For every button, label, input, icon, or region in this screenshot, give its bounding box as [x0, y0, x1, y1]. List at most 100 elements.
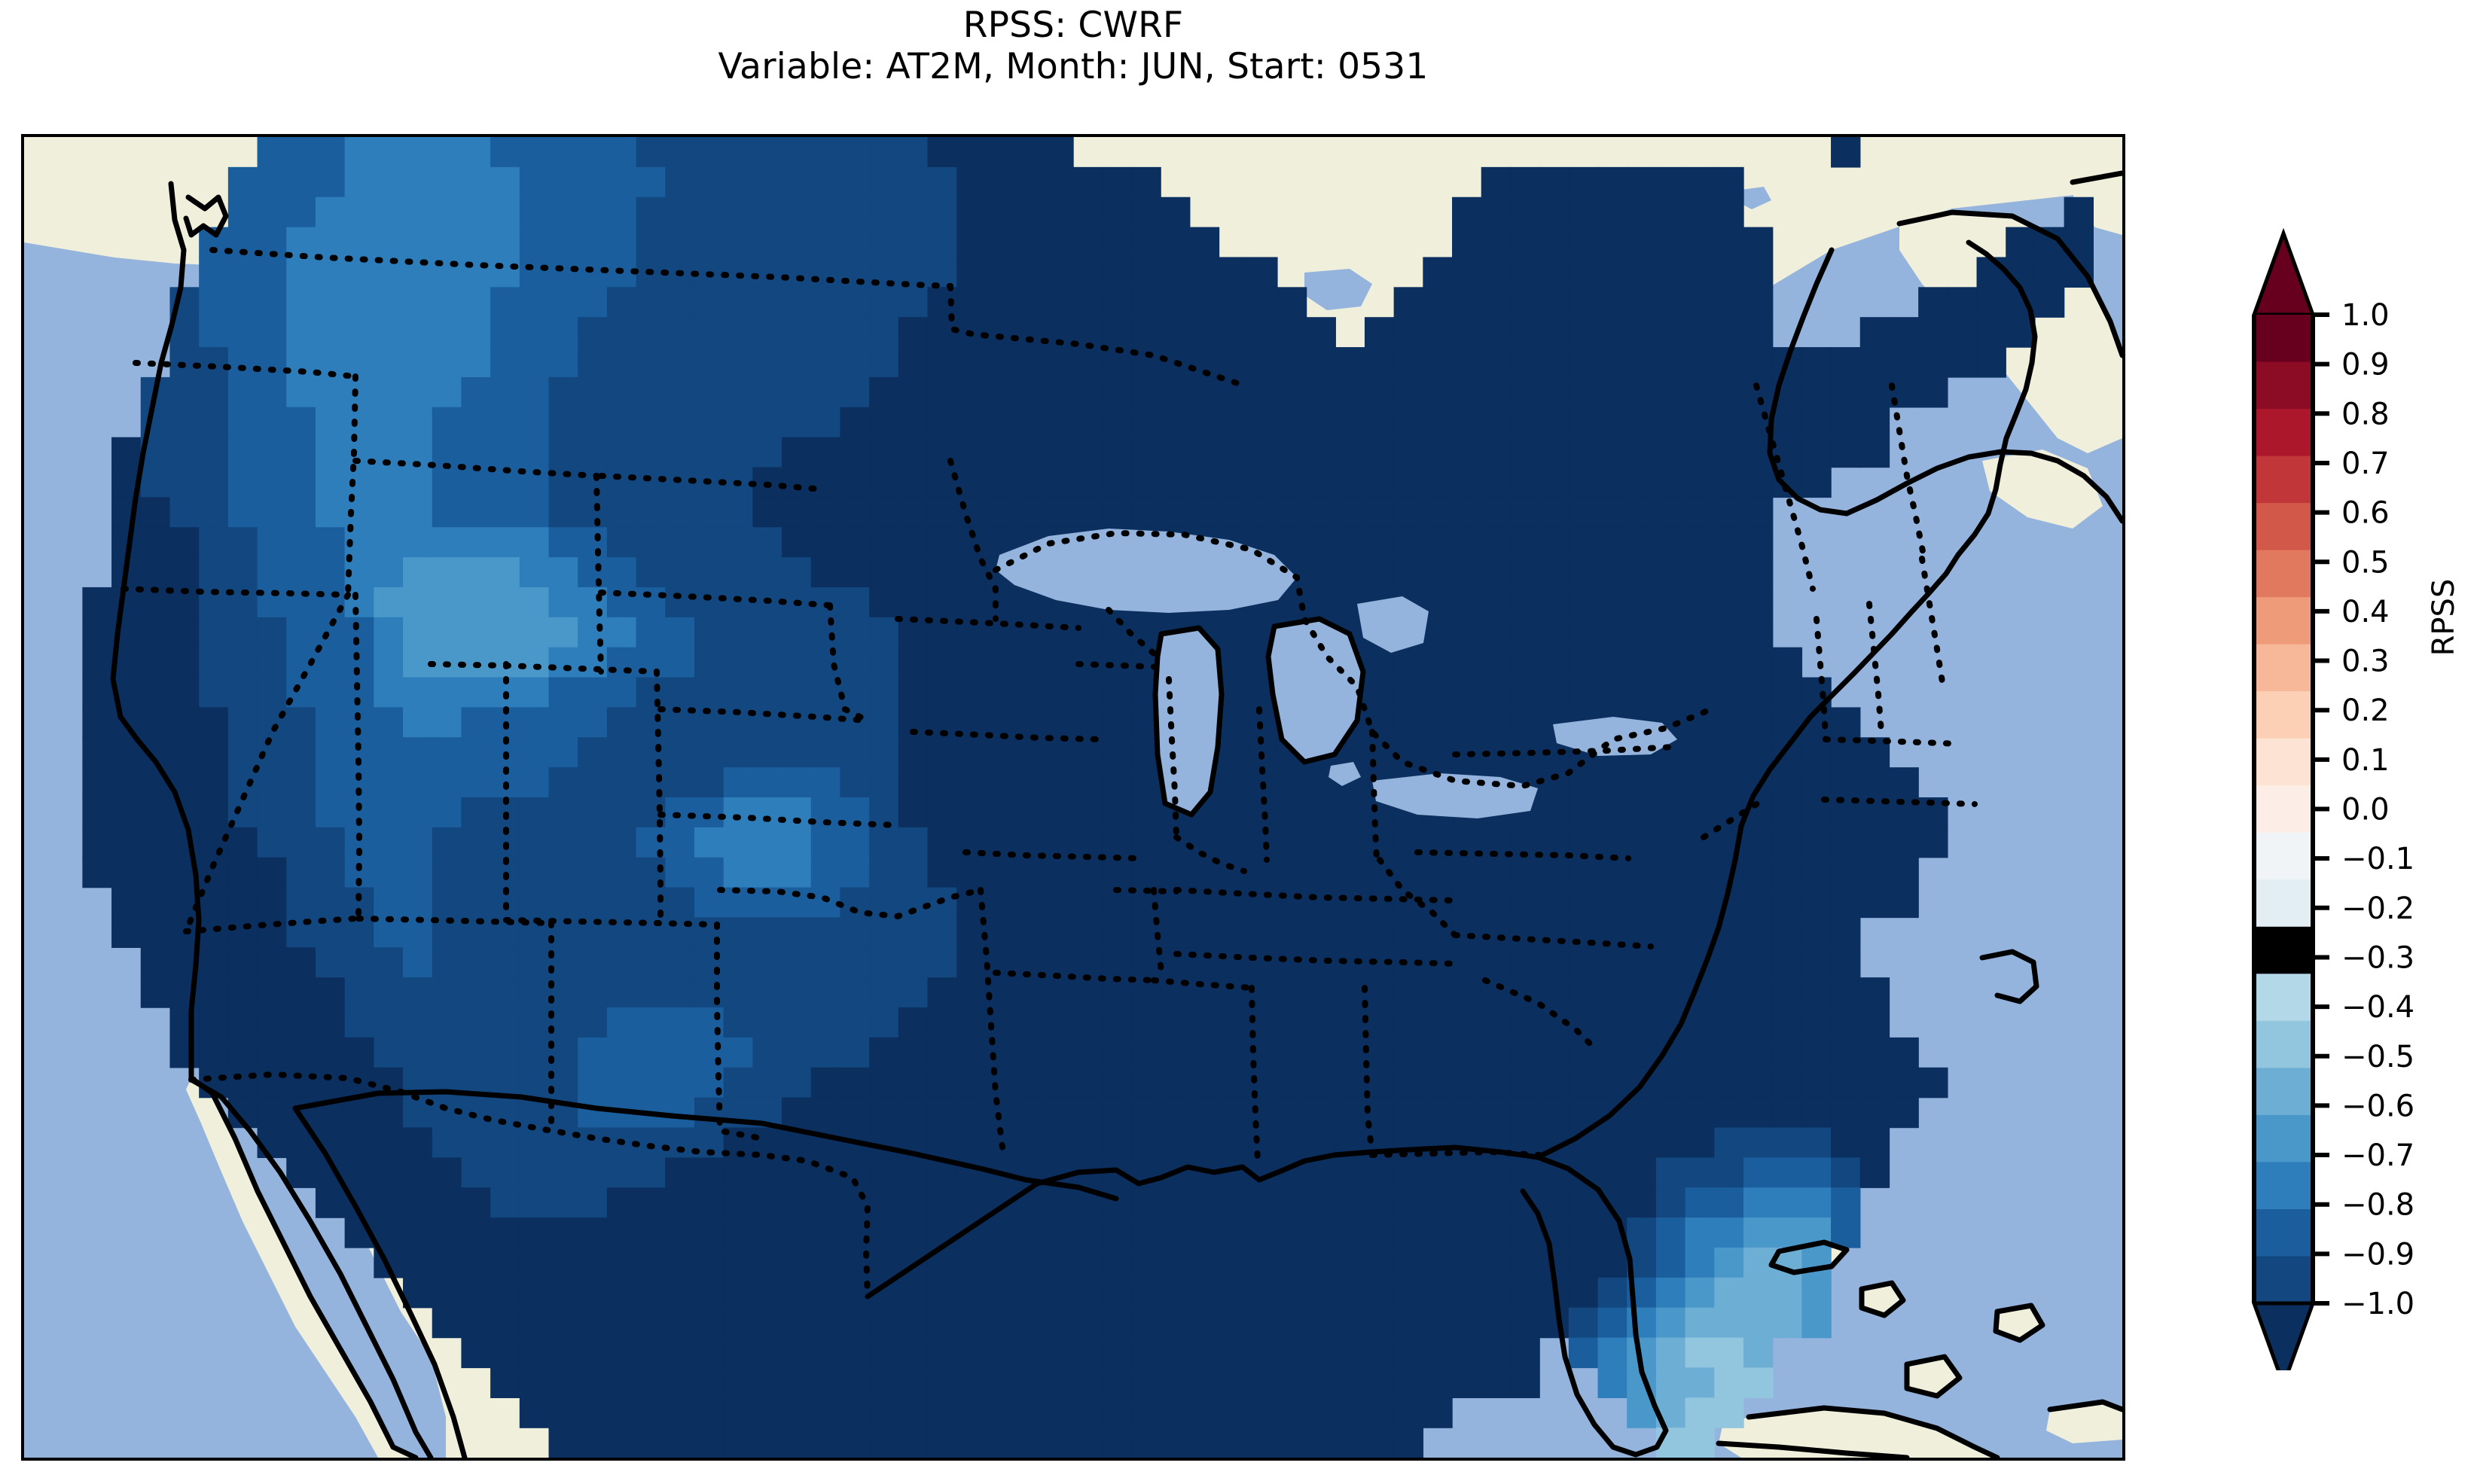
raster-cell — [1627, 617, 1657, 648]
raster-cell — [1189, 1397, 1220, 1428]
raster-cell — [374, 1187, 404, 1218]
raster-cell — [810, 737, 841, 768]
raster-cell — [985, 1277, 1016, 1309]
raster-cell — [956, 1428, 987, 1458]
raster-cell — [1714, 557, 1744, 588]
raster-cell — [519, 1397, 550, 1428]
raster-cell — [1248, 1187, 1278, 1218]
raster-cell — [461, 1157, 491, 1188]
raster-cell — [1889, 1067, 1919, 1099]
raster-cell — [1277, 376, 1307, 408]
raster-cell — [1277, 947, 1307, 978]
georgian-bay — [1357, 596, 1429, 653]
raster-cell — [1393, 1157, 1424, 1188]
coast-east — [1535, 552, 1961, 1160]
raster-cell — [898, 347, 929, 378]
raster-cell — [1568, 166, 1599, 198]
raster-cell — [1510, 647, 1540, 678]
raster-cell — [606, 677, 637, 708]
raster-cell — [1714, 227, 1744, 258]
raster-cell — [432, 527, 462, 558]
raster-cell — [1073, 467, 1103, 498]
raster-cell — [782, 767, 812, 798]
raster-cell — [1568, 1007, 1599, 1038]
map-axes[interactable] — [21, 134, 2125, 1461]
raster-cell — [344, 137, 375, 168]
raster-cell — [1014, 1247, 1045, 1278]
raster-cell — [1219, 767, 1249, 798]
raster-cell — [869, 647, 899, 678]
raster-cell — [227, 197, 258, 228]
raster-cell — [1539, 1097, 1570, 1129]
raster-cell — [665, 1397, 695, 1428]
raster-cell — [1102, 1067, 1133, 1099]
raster-cell — [1189, 1217, 1220, 1248]
raster-cell — [1102, 227, 1133, 258]
raster-cell — [1831, 1127, 1861, 1159]
raster-cell — [1277, 527, 1307, 558]
raster-cell — [694, 1337, 725, 1369]
raster-cell — [1539, 1067, 1570, 1099]
colorbar[interactable]: 1.0 0.9 0.8 0.7 0.6 0.5 0.4 0.3 0.2 0.1 0.0 −0.1 −0.… — [2252, 226, 2474, 1370]
raster-cell — [432, 467, 462, 498]
raster-cell — [257, 677, 287, 708]
raster-cell — [548, 376, 578, 408]
raster-cell — [1655, 677, 1686, 708]
state-border-ne-ia — [827, 602, 871, 724]
raster-cell — [432, 557, 462, 588]
raster-cell — [782, 1157, 812, 1188]
raster-cell — [1014, 197, 1045, 228]
raster-cell — [869, 677, 899, 708]
raster-cell — [956, 767, 987, 798]
raster-cell — [1161, 287, 1191, 318]
raster-cell — [257, 617, 287, 648]
raster-cell — [694, 166, 725, 198]
raster-cell — [1102, 1367, 1133, 1398]
raster-cell — [665, 1337, 695, 1369]
raster-cell — [2034, 287, 2065, 318]
raster-cell — [1219, 647, 1249, 678]
raster-cell — [1306, 407, 1336, 438]
raster-cell — [636, 467, 666, 498]
raster-cell — [1423, 617, 1453, 648]
raster-cell — [1306, 587, 1336, 618]
raster-cell — [374, 797, 404, 828]
raster-cell — [810, 827, 841, 858]
raster-cell — [490, 257, 520, 288]
raster-cell — [1393, 1217, 1424, 1248]
raster-cell — [1481, 376, 1512, 408]
raster-cell — [1510, 197, 1540, 228]
raster-cell — [519, 497, 550, 528]
raster-cell — [636, 497, 666, 528]
raster-cell — [1219, 497, 1249, 528]
raster-cell — [1277, 407, 1307, 438]
raster-cell — [1627, 557, 1657, 588]
raster-cell — [432, 587, 462, 618]
raster-cell — [1627, 257, 1657, 288]
raster-cell — [1655, 317, 1686, 348]
raster-cell — [578, 197, 608, 228]
raster-cell — [927, 317, 957, 348]
raster-cell — [1014, 287, 1045, 318]
raster-cell — [1393, 287, 1424, 318]
state-border-wy-sd — [593, 473, 604, 675]
raster-cell — [1510, 1157, 1540, 1188]
raster-cell — [810, 1067, 841, 1099]
colorbar-tick-label: −0.5 — [2341, 1040, 2415, 1074]
raster-cell — [1277, 1037, 1307, 1068]
raster-cell — [374, 227, 404, 258]
state-border-nh-me — [1919, 556, 1946, 690]
raster-cell — [665, 887, 695, 919]
raster-cell — [1073, 1247, 1103, 1278]
coast-hispaniola — [2047, 1399, 2122, 1412]
raster-cell — [869, 857, 899, 888]
raster-cell — [1510, 947, 1540, 978]
raster-cell — [927, 227, 957, 258]
raster-cell — [927, 977, 957, 1008]
raster-cell — [869, 227, 899, 258]
raster-cell — [1510, 1367, 1540, 1398]
raster-cell — [1364, 887, 1395, 919]
raster-cell — [1161, 227, 1191, 258]
raster-cell — [257, 407, 287, 438]
raster-cell — [1161, 497, 1191, 528]
